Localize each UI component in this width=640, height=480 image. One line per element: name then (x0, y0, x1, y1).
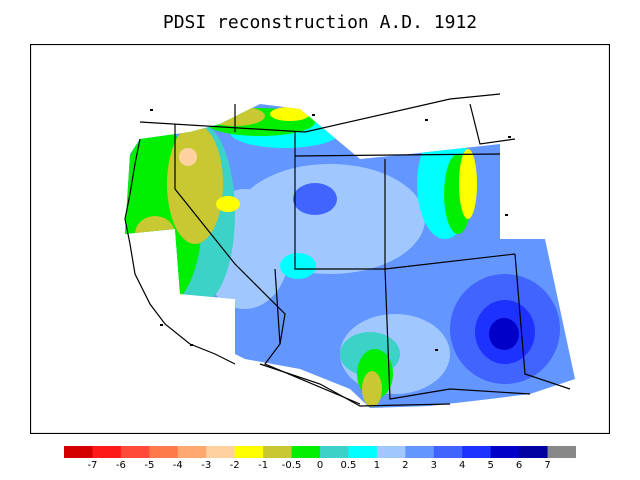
dakota-border (469, 103, 516, 145)
legend-swatch (263, 446, 293, 458)
legend-swatch (519, 446, 549, 458)
colorado-border (384, 253, 516, 270)
legend-swatch (405, 446, 435, 458)
legend-label: -6 (115, 460, 126, 471)
field-olive-south (362, 371, 382, 407)
mexico-border (259, 363, 451, 407)
map-panel (30, 44, 610, 434)
coast-islands (150, 109, 511, 351)
legend-label: 2 (402, 460, 409, 471)
legend-swatch (64, 446, 93, 458)
legend-label: -0.5 (281, 460, 302, 471)
legend-label: 7 (544, 460, 551, 471)
legend-swatch (234, 446, 264, 458)
legend-swatch (177, 446, 207, 458)
nevada-border (174, 124, 286, 345)
boundaries (124, 93, 571, 407)
island-mark (160, 324, 163, 326)
legend-label: -7 (87, 460, 98, 471)
legend-label: -1 (258, 460, 269, 471)
oregon-border (139, 121, 306, 133)
montana-border (304, 93, 501, 133)
legend-label: -5 (144, 460, 155, 471)
field-yellow-west (216, 196, 240, 212)
field-cyan-center (280, 253, 316, 279)
wyoming-border (294, 153, 501, 157)
legend-label: -2 (229, 460, 240, 471)
legend-swatch (376, 446, 406, 458)
legend-label: 1 (373, 460, 381, 471)
legend-bar (64, 446, 576, 458)
utah-border (294, 132, 386, 270)
map-title: PDSI reconstruction A.D. 1912 (162, 12, 478, 33)
field-yellow-north (270, 107, 310, 121)
island-mark (425, 119, 428, 121)
field-yellow-northeast (459, 149, 477, 219)
island-mark (508, 136, 511, 138)
legend-label: -4 (172, 460, 183, 471)
legend-swatch (433, 446, 463, 458)
field-peach-west (179, 148, 197, 166)
legend-label: 0 (316, 460, 324, 471)
legend-swatch (462, 446, 492, 458)
legend-swatch (92, 446, 122, 458)
legend-label: 0.5 (340, 460, 357, 471)
arizona-border (264, 268, 361, 405)
legend-swatch (490, 446, 520, 458)
texas-border (514, 253, 571, 390)
legend-swatch (120, 446, 150, 458)
field-deep-north (293, 183, 337, 215)
island-mark (190, 344, 193, 346)
legend-swatch (206, 446, 236, 458)
legend-swatch (291, 446, 321, 458)
legend-swatch (348, 446, 378, 458)
legend-label: 4 (459, 460, 466, 471)
island-mark (150, 109, 153, 111)
legend-swatch (320, 446, 349, 458)
island-mark (312, 114, 315, 116)
field-darkest-east (489, 318, 519, 350)
legend-swatch (149, 446, 179, 458)
legend-label: 5 (487, 460, 494, 471)
coastline (124, 138, 236, 365)
newmexico-border (384, 268, 531, 400)
island-mark (505, 214, 508, 216)
island-mark (435, 349, 438, 351)
legend-label: 6 (515, 460, 523, 471)
legend-label: 3 (430, 460, 437, 471)
legend-swatch (547, 446, 576, 458)
color-legend: -7 -6 -5 -4 -3 -2 -1 -0.5 0 0.5 1 2 3 4 5 6 7 (64, 446, 576, 472)
legend-label: -3 (201, 460, 212, 471)
